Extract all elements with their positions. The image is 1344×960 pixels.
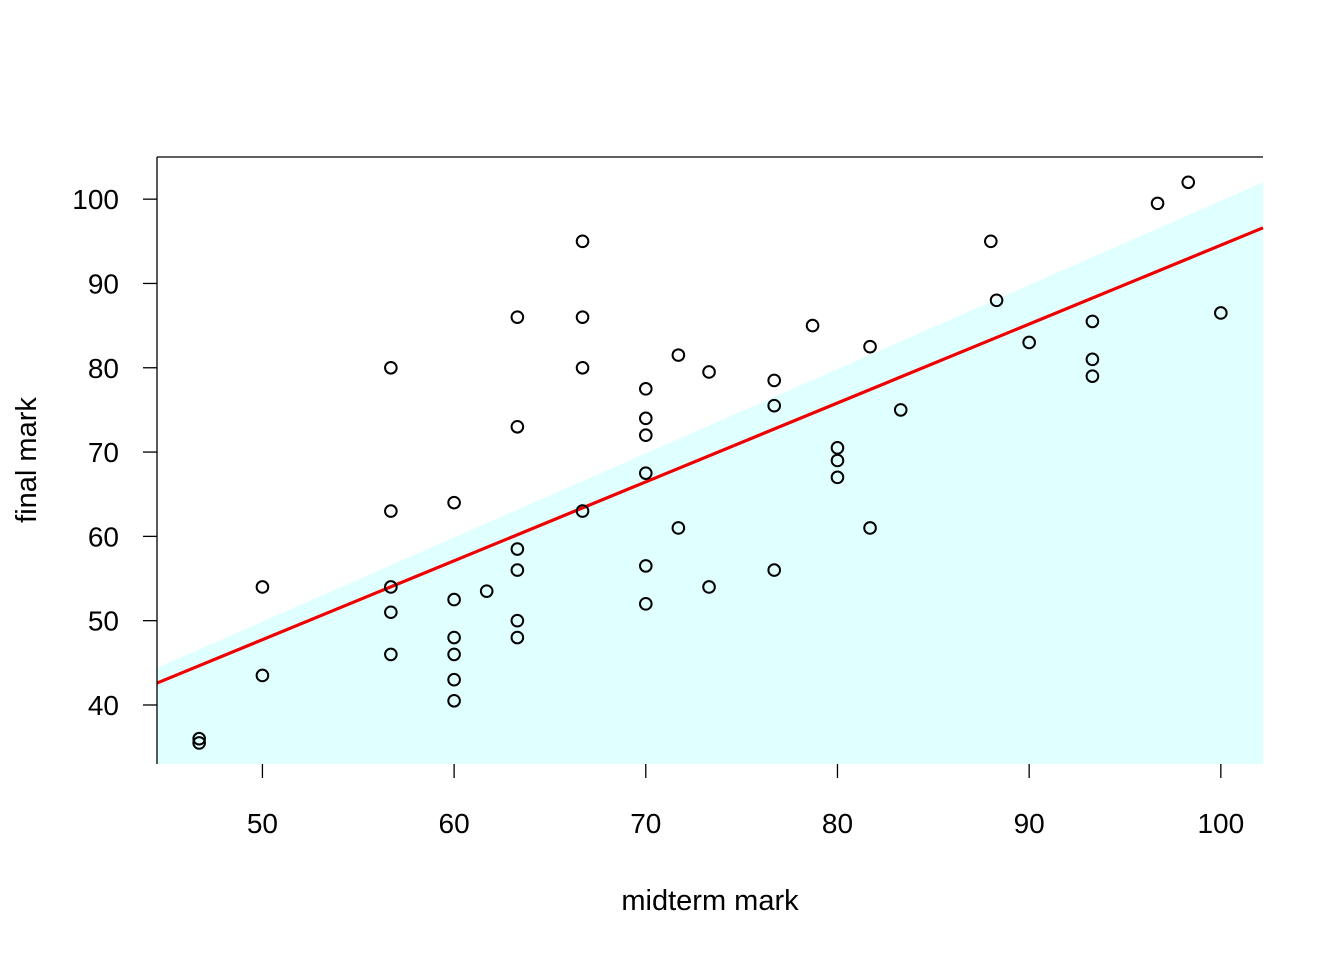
- shaded-region: [157, 182, 1263, 764]
- data-point: [1085, 369, 1100, 383]
- data-point: [767, 563, 782, 577]
- data-point: [447, 693, 461, 708]
- data-point: [255, 580, 270, 594]
- x-tick-label: 90: [1014, 808, 1045, 839]
- data-point: [575, 310, 590, 324]
- data-point: [510, 630, 525, 645]
- data-point: [671, 348, 686, 362]
- data-point: [479, 584, 494, 598]
- data-point: [384, 605, 398, 620]
- y-tick-label: 60: [88, 521, 119, 552]
- data-point: [510, 563, 525, 577]
- regression-line: [156, 226, 1264, 685]
- data-point: [1181, 175, 1196, 190]
- data-point: [1085, 352, 1100, 367]
- data-point: [893, 403, 908, 417]
- y-tick-label: 50: [88, 606, 119, 637]
- data-point: [984, 234, 998, 249]
- data-point: [1214, 306, 1228, 320]
- data-point: [384, 360, 398, 375]
- data-point: [671, 521, 686, 535]
- data-point: [638, 411, 653, 426]
- data-point: [447, 630, 461, 645]
- data-point: [384, 647, 398, 662]
- data-point: [638, 559, 653, 573]
- data-point: [638, 466, 653, 480]
- data-point: [384, 580, 398, 594]
- data-point: [447, 672, 461, 687]
- data-point: [447, 495, 461, 510]
- data-point: [192, 736, 206, 750]
- y-tick-label: 80: [88, 353, 119, 384]
- y-tick-label: 90: [88, 268, 119, 299]
- data-points: [192, 175, 1228, 750]
- data-point: [510, 613, 525, 628]
- data-point: [805, 318, 820, 333]
- y-axis-title: final mark: [11, 397, 43, 523]
- data-point: [702, 580, 716, 594]
- data-point: [638, 597, 653, 611]
- data-point: [192, 731, 206, 746]
- data-point: [830, 441, 845, 455]
- y-tick-label: 40: [88, 690, 119, 721]
- data-point: [863, 521, 877, 535]
- data-point: [638, 428, 653, 443]
- data-point: [767, 398, 782, 413]
- shaded-region-layer: [157, 182, 1263, 764]
- x-tick-label: 100: [1197, 808, 1244, 839]
- data-point: [830, 453, 845, 468]
- data-point: [702, 365, 716, 379]
- x-tick-label: 60: [439, 808, 470, 839]
- x-tick-label: 50: [247, 808, 278, 839]
- data-point: [1022, 335, 1036, 350]
- data-point: [510, 310, 525, 324]
- data-point: [447, 647, 461, 662]
- y-tick-label: 70: [88, 437, 119, 468]
- data-point: [830, 470, 845, 485]
- regression-line-layer: [156, 226, 1264, 685]
- data-point: [989, 293, 1004, 308]
- x-tick-label: 80: [822, 808, 853, 839]
- data-point: [575, 234, 590, 249]
- data-point: [767, 373, 782, 388]
- data-point: [255, 668, 270, 683]
- data-point: [575, 504, 590, 518]
- x-axis-title: midterm mark: [621, 885, 799, 917]
- data-point: [575, 360, 590, 375]
- data-point: [863, 339, 877, 354]
- y-tick-label: 100: [72, 184, 119, 215]
- data-point: [1085, 314, 1100, 329]
- data-point: [447, 592, 461, 607]
- axes: 40 50 60 70 80 90 100 50 60 70 80 90 100: [72, 156, 1263, 839]
- data-point: [384, 504, 398, 518]
- data-point: [510, 542, 525, 556]
- x-tick-label: 70: [630, 808, 661, 839]
- data-point: [638, 382, 653, 396]
- data-point: [1150, 196, 1165, 211]
- data-point: [510, 419, 525, 434]
